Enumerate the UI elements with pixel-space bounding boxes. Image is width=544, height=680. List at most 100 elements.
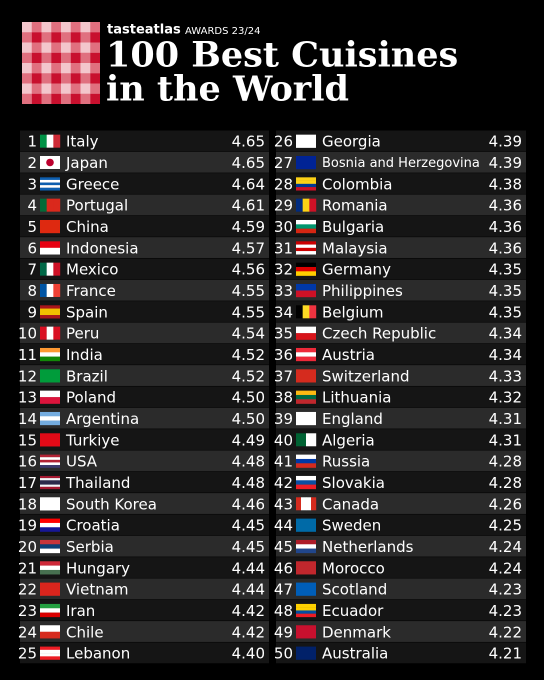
flag: [296, 155, 316, 170]
flag: [40, 198, 61, 212]
row-bg: [20, 642, 269, 664]
rank: 3: [27, 175, 37, 193]
flag-part: [46, 262, 54, 276]
flag-part: [40, 548, 60, 554]
logo-cell: [80, 22, 91, 33]
rank: 41: [274, 453, 293, 471]
row-bg: [20, 493, 269, 514]
score: 4.31: [489, 410, 522, 428]
flag-part: [296, 625, 316, 639]
score: 4.22: [489, 623, 522, 641]
flag-part: [296, 484, 316, 490]
score: 4.52: [232, 367, 265, 385]
flag: [40, 497, 60, 511]
logo-cell: [22, 83, 32, 94]
rank: 40: [274, 431, 293, 449]
flag-part: [40, 179, 60, 183]
rank: 32: [274, 261, 293, 279]
ranking-table: 1 Italy 4.65 2 Japan 4.65 3 Greece 4.64 4 Portugal…: [18, 130, 526, 664]
country-name: Sweden: [322, 517, 381, 535]
flag-part: [53, 134, 61, 148]
logo-cell: [80, 42, 91, 53]
flag-part: [40, 177, 60, 181]
flag: [40, 262, 61, 276]
flag-part: [46, 326, 54, 340]
logo-cell: [90, 52, 100, 63]
flag-part: [40, 326, 47, 340]
rank: 49: [274, 623, 293, 641]
row-bg: [276, 173, 526, 194]
rank: 17: [18, 474, 37, 492]
rank: 43: [274, 495, 293, 513]
flag: [296, 433, 317, 447]
flag-part: [40, 241, 60, 249]
flag: [40, 177, 60, 191]
flag: [40, 539, 60, 554]
flag-part: [40, 653, 60, 657]
flag-part: [40, 416, 60, 421]
flag-part: [40, 608, 60, 613]
logo-cell: [41, 63, 52, 74]
logo-cell: [61, 63, 71, 74]
logo-cell: [41, 83, 52, 94]
row-bg: [20, 365, 269, 386]
logo-cell: [31, 93, 42, 104]
score: 4.46: [232, 495, 265, 513]
row-bg: [20, 151, 269, 173]
logo-cell: [70, 73, 81, 84]
flag-part: [296, 177, 316, 181]
logo-cell: [51, 32, 61, 43]
flag: [40, 305, 60, 319]
country-name: Scotland: [322, 581, 387, 599]
country-name: Japan: [65, 154, 108, 172]
flag: [296, 518, 316, 532]
rank: 30: [274, 218, 293, 236]
logo-cell: [31, 22, 42, 33]
row-bg: [20, 279, 269, 301]
logo-cell: [70, 93, 81, 104]
flag-part: [296, 228, 316, 234]
row-bg: [276, 578, 526, 600]
flag-part: [40, 569, 60, 575]
flag-part: [40, 484, 60, 487]
flag: [40, 454, 60, 468]
flag-part: [296, 539, 316, 545]
score: 4.50: [232, 389, 265, 407]
flag-part: [296, 241, 316, 245]
flag: [40, 582, 60, 596]
flag: [296, 582, 316, 596]
rank: 27: [274, 154, 293, 172]
flag-part: [53, 283, 61, 297]
flag-part: [296, 134, 316, 148]
flag-part: [40, 465, 60, 468]
score: 4.65: [232, 133, 265, 151]
flag-part: [296, 610, 316, 614]
flag: [296, 198, 317, 212]
rank: 2: [27, 154, 37, 172]
flag: [296, 390, 316, 404]
flag-part: [40, 649, 60, 654]
flag-part: [296, 454, 316, 460]
flag-part: [296, 518, 316, 532]
row-bg: [276, 557, 526, 578]
rank: 9: [27, 303, 37, 321]
flag: [40, 241, 60, 255]
row-bg: [276, 535, 526, 557]
logo-cell: [80, 83, 91, 94]
flag-part: [40, 625, 60, 632]
country-name: Peru: [66, 325, 99, 343]
rank: 5: [27, 218, 37, 236]
score: 4.65: [232, 154, 265, 172]
row-bg: [276, 450, 526, 472]
row-bg: [276, 493, 526, 514]
rank: 4: [27, 197, 37, 215]
logo-cell: [22, 63, 32, 74]
logo-cell: [61, 32, 71, 43]
flag-part: [296, 369, 316, 383]
flag-part: [309, 305, 317, 319]
logo-cell: [41, 22, 52, 33]
flag-part: [40, 475, 60, 479]
flag: [40, 518, 60, 532]
row-bg: [276, 301, 526, 322]
rank: 39: [274, 410, 293, 428]
